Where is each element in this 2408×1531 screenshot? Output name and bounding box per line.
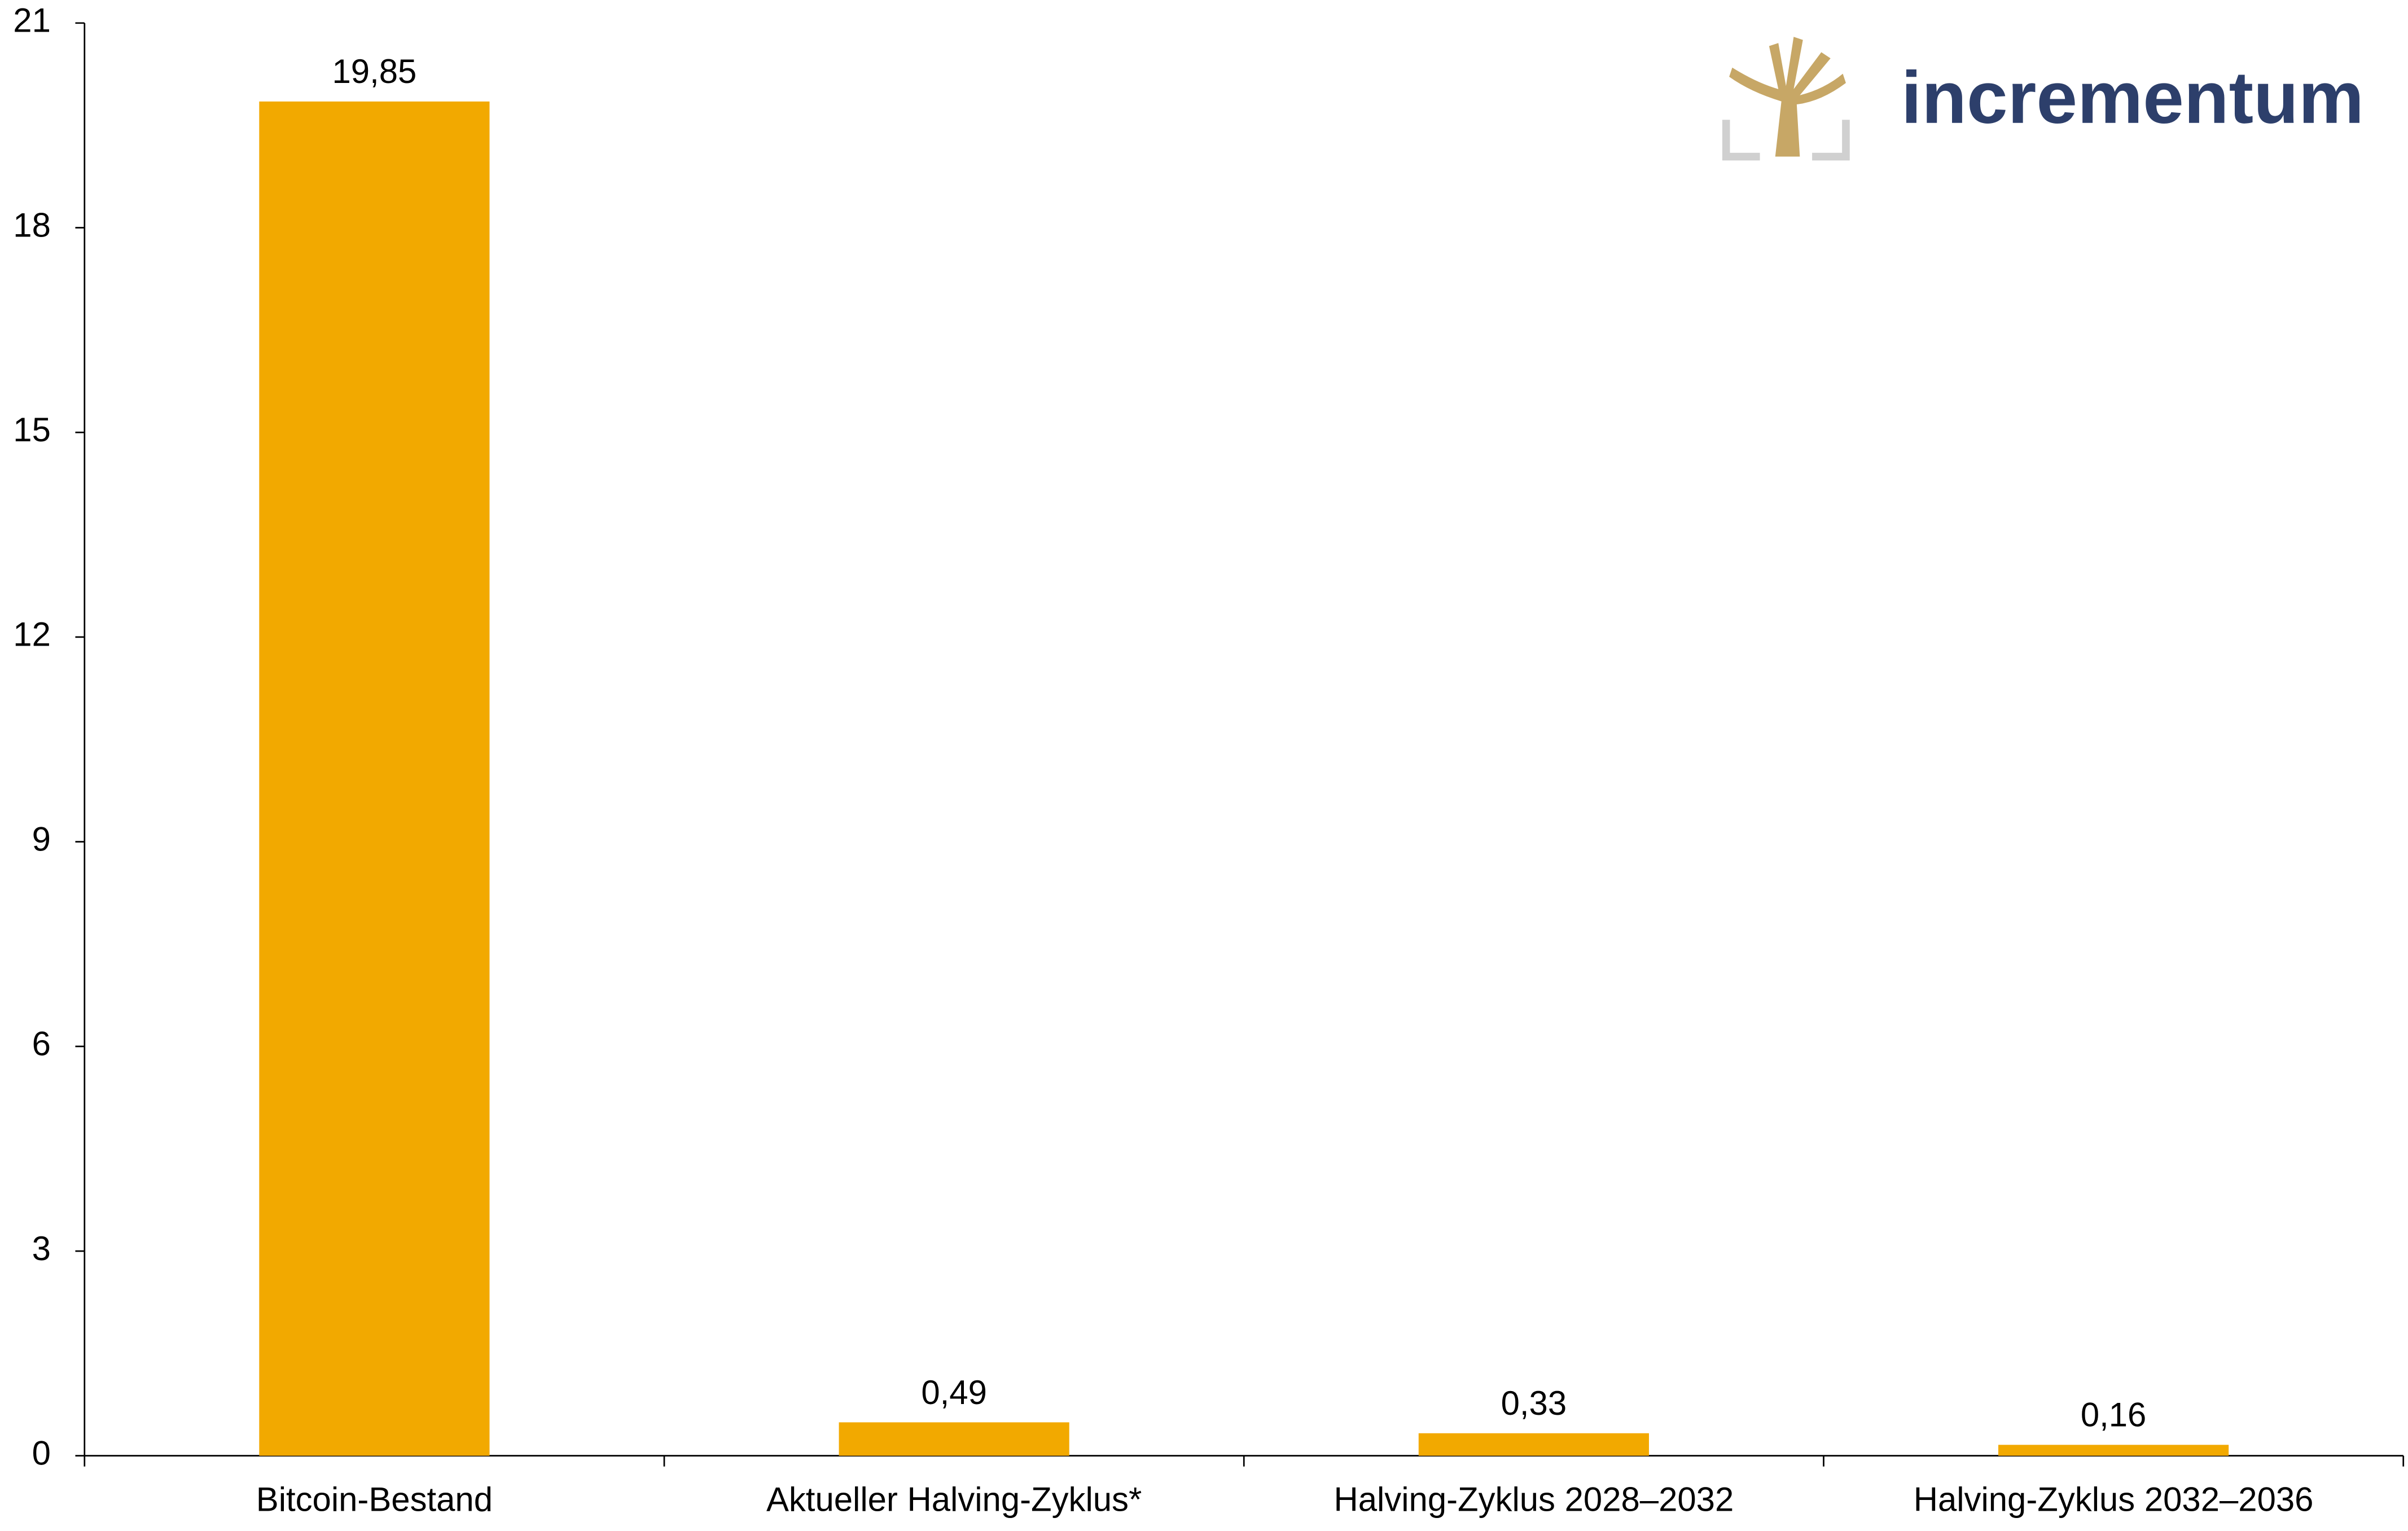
logo-tree [1729, 37, 1846, 157]
y-tick-label: 18 [13, 206, 51, 244]
bar [839, 1422, 1069, 1456]
value-label: 19,85 [332, 52, 416, 90]
y-tick-label: 12 [13, 616, 51, 653]
y-tick-label: 9 [32, 820, 51, 858]
x-tick-label: Bitcoin-Bestand [256, 1481, 493, 1519]
x-tick-label: Aktueller Halving-Zyklus* [766, 1481, 1142, 1519]
y-tick-label: 6 [32, 1025, 51, 1063]
x-tick-label: Halving-Zyklus 2028–2032 [1334, 1481, 1734, 1519]
y-tick-label: 21 [13, 2, 51, 40]
value-label: 0,49 [921, 1374, 987, 1411]
y-tick-label: 3 [32, 1230, 51, 1267]
x-tick-label: Halving-Zyklus 2032–2036 [1914, 1481, 2314, 1519]
logo-frame [1722, 120, 1850, 161]
y-tick-label: 0 [32, 1434, 51, 1472]
y-tick-label: 15 [13, 411, 51, 449]
value-label: 0,16 [2081, 1396, 2147, 1434]
bar [1418, 1433, 1649, 1456]
logo: incrementum [1722, 37, 2364, 161]
bar [1998, 1445, 2229, 1456]
logo-text: incrementum [1901, 56, 2364, 139]
value-label: 0,33 [1501, 1384, 1567, 1422]
bar [259, 101, 490, 1456]
